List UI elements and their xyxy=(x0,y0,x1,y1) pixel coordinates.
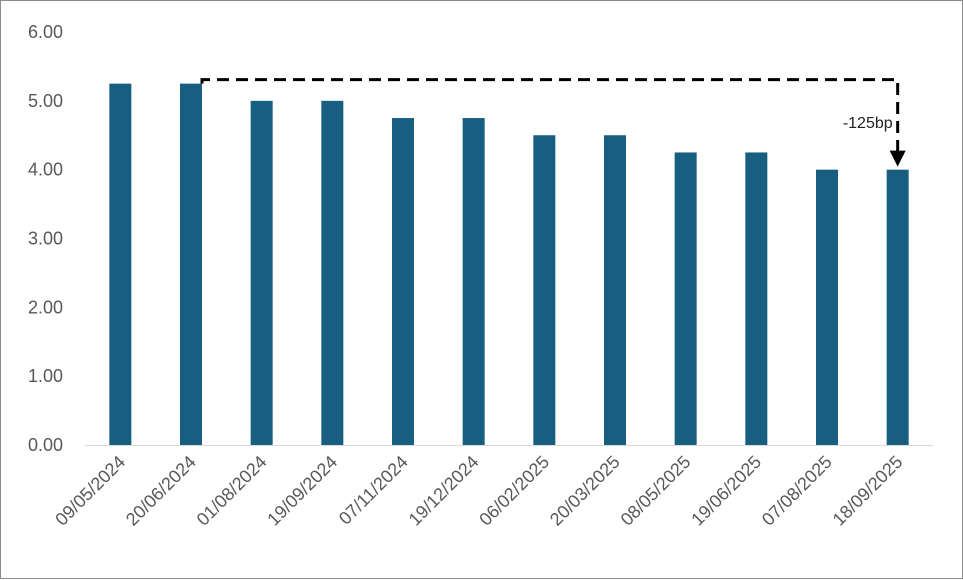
bar xyxy=(321,100,344,445)
x-tick-label: 06/02/2025 xyxy=(475,452,553,530)
x-tick-label: 18/09/2025 xyxy=(829,452,907,530)
y-tick-label: 0.00 xyxy=(28,435,63,455)
x-axis-labels: 09/05/202420/06/202401/08/202419/09/2024… xyxy=(51,452,906,530)
bar xyxy=(250,100,273,445)
y-tick-label: 4.00 xyxy=(28,160,63,180)
bar xyxy=(109,83,132,445)
bar xyxy=(180,83,202,445)
x-tick-label: 19/06/2025 xyxy=(687,452,765,530)
x-tick-label: 09/05/2024 xyxy=(51,452,129,530)
annotation-arrowhead xyxy=(889,150,906,167)
x-tick-label: 07/11/2024 xyxy=(335,452,412,529)
bar xyxy=(816,169,838,445)
y-tick-label: 1.00 xyxy=(28,366,63,386)
bar xyxy=(886,169,909,445)
y-tick-label: 6.00 xyxy=(28,22,63,42)
bar xyxy=(392,118,414,446)
x-tick-label: 19/09/2024 xyxy=(263,452,341,530)
y-tick-label: 2.00 xyxy=(28,297,63,317)
bar xyxy=(745,152,768,446)
annotation-dashed-line xyxy=(200,78,900,153)
x-tick-label: 20/06/2024 xyxy=(122,452,200,530)
bar xyxy=(462,118,485,446)
x-tick-label: 19/12/2024 xyxy=(405,452,483,530)
bars xyxy=(109,83,909,446)
y-tick-label: 5.00 xyxy=(28,91,63,111)
x-tick-label: 07/08/2025 xyxy=(758,452,836,530)
annotation-label: -125bp xyxy=(843,115,893,132)
y-axis: 0.00 1.00 2.00 3.00 4.00 5.00 6.00 xyxy=(28,22,63,455)
x-tick-label: 20/03/2025 xyxy=(546,452,624,530)
bar xyxy=(674,152,697,446)
bar xyxy=(604,135,626,445)
bar xyxy=(533,135,556,445)
y-tick-label: 3.00 xyxy=(28,229,63,249)
x-tick-label: 01/08/2024 xyxy=(193,452,271,530)
annotation: -125bp xyxy=(200,78,906,167)
x-tick-label: 08/05/2025 xyxy=(617,452,695,530)
